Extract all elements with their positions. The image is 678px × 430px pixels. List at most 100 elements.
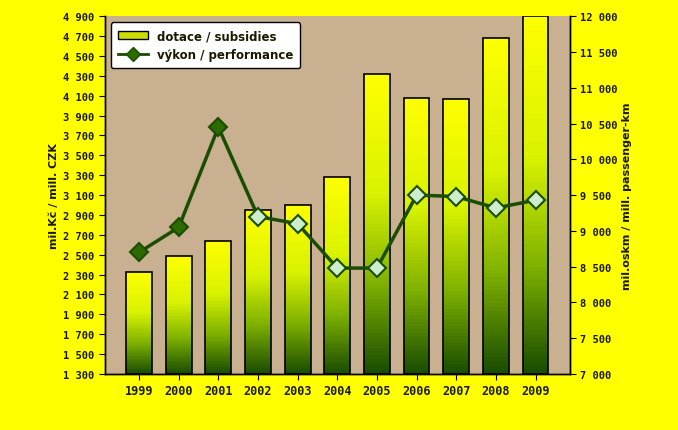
Bar — [205, 306, 231, 308]
Bar — [483, 43, 508, 47]
Bar — [166, 272, 192, 274]
Bar — [126, 355, 152, 356]
Bar — [126, 342, 152, 344]
Bar — [324, 310, 351, 313]
Bar — [483, 77, 508, 81]
Bar — [245, 233, 271, 235]
Bar — [205, 256, 231, 258]
Bar — [324, 261, 351, 264]
Bar — [443, 161, 469, 165]
Bar — [364, 150, 390, 153]
Bar — [126, 304, 152, 305]
Bar — [166, 346, 192, 347]
Bar — [483, 257, 508, 261]
Bar — [285, 256, 311, 258]
Bar — [523, 191, 549, 196]
Bar — [483, 307, 508, 311]
Bar — [166, 256, 192, 374]
Bar — [364, 108, 390, 112]
Bar — [126, 369, 152, 370]
Bar — [245, 211, 271, 212]
Bar — [443, 347, 469, 350]
Bar — [443, 316, 469, 319]
Bar — [205, 361, 231, 362]
Bar — [126, 332, 152, 333]
Bar — [245, 270, 271, 272]
Bar — [324, 239, 351, 242]
Bar — [523, 133, 549, 138]
Bar — [245, 288, 271, 290]
Bar — [483, 181, 508, 186]
Bar — [245, 335, 271, 337]
Bar — [443, 172, 469, 175]
Bar — [166, 258, 192, 259]
Bar — [443, 203, 469, 206]
Bar — [205, 270, 231, 271]
Bar — [443, 237, 469, 240]
Bar — [483, 110, 508, 114]
Bar — [166, 319, 192, 321]
Bar — [364, 247, 390, 251]
Bar — [245, 337, 271, 339]
Bar — [483, 206, 508, 211]
Bar — [523, 187, 549, 191]
Bar — [364, 101, 390, 104]
Bar — [483, 64, 508, 68]
Bar — [443, 227, 469, 230]
Bar — [364, 341, 390, 344]
Bar — [324, 347, 351, 350]
Bar — [285, 309, 311, 311]
Bar — [483, 89, 508, 93]
Bar — [285, 224, 311, 227]
Bar — [443, 274, 469, 278]
Bar — [403, 123, 429, 126]
Bar — [403, 278, 429, 281]
Bar — [245, 341, 271, 344]
Bar — [166, 301, 192, 302]
Bar — [443, 295, 469, 298]
Bar — [483, 295, 508, 299]
Bar — [324, 178, 351, 374]
Bar — [285, 208, 311, 210]
Bar — [285, 222, 311, 224]
Bar — [126, 331, 152, 332]
Bar — [364, 104, 390, 108]
Bar — [126, 357, 152, 359]
Bar — [245, 344, 271, 345]
Bar — [285, 271, 311, 273]
Bar — [245, 368, 271, 370]
Bar — [205, 291, 231, 293]
Bar — [245, 321, 271, 323]
Bar — [403, 133, 429, 136]
Bar — [245, 303, 271, 304]
Bar — [523, 156, 549, 160]
Bar — [285, 273, 311, 275]
Bar — [285, 357, 311, 359]
Bar — [205, 372, 231, 374]
Bar — [523, 35, 549, 40]
Bar — [523, 98, 549, 102]
Bar — [205, 246, 231, 248]
Bar — [285, 229, 311, 231]
Bar — [285, 326, 311, 328]
Bar — [523, 142, 549, 147]
Bar — [205, 245, 231, 246]
Bar — [285, 241, 311, 243]
Bar — [364, 78, 390, 82]
Bar — [483, 370, 508, 374]
Bar — [245, 223, 271, 225]
Bar — [205, 351, 231, 353]
Bar — [403, 171, 429, 174]
Bar — [126, 273, 152, 274]
Bar — [245, 352, 271, 353]
Bar — [403, 226, 429, 230]
Bar — [523, 89, 549, 93]
Bar — [166, 371, 192, 373]
Bar — [205, 354, 231, 356]
Bar — [364, 187, 390, 191]
Bar — [126, 299, 152, 300]
Bar — [403, 350, 429, 353]
Bar — [245, 231, 271, 233]
Bar — [166, 295, 192, 296]
Bar — [205, 329, 231, 331]
